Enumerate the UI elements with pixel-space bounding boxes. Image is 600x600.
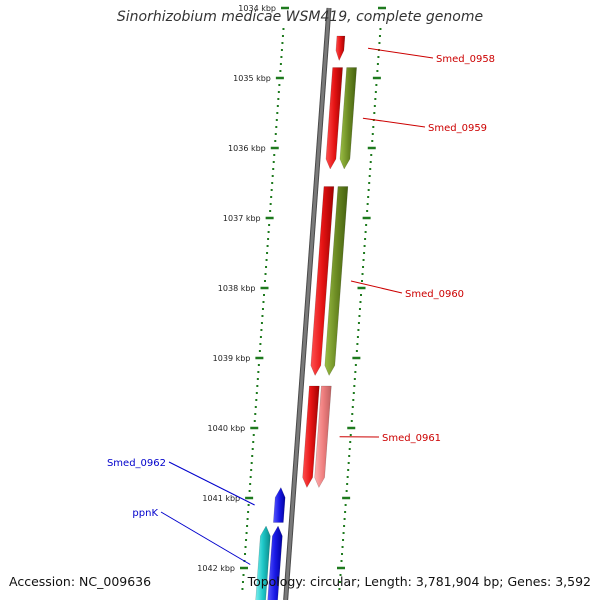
- gene-label-leader: [168, 461, 255, 506]
- length-value: 3,781,904 bp;: [415, 574, 504, 589]
- length-label: Length:: [364, 574, 412, 589]
- accession-info: Accession: NC_009636: [9, 574, 151, 589]
- genes-value: 3,592: [555, 574, 591, 589]
- gene-label: ppnK: [132, 508, 158, 519]
- gene-label-leader: [367, 47, 434, 59]
- tick-label: 1041 kbp: [202, 494, 240, 503]
- gene-label: Smed_0959: [428, 123, 487, 134]
- tick-label: 1035 kbp: [233, 74, 271, 83]
- gene-arrow: [255, 525, 271, 600]
- tick-label: 1039 kbp: [213, 354, 251, 363]
- accession-label: Accession:: [9, 574, 76, 589]
- genome-stats: Topology: circular; Length: 3,781,904 bp…: [248, 574, 591, 589]
- gene-label: Smed_0960: [405, 289, 464, 300]
- gene-arrow: [314, 385, 332, 489]
- tick-label: 1038 kbp: [218, 284, 256, 293]
- topology-value: circular;: [310, 574, 361, 589]
- gene-arrow: [335, 35, 346, 62]
- gene-label: Smed_0962: [107, 458, 166, 469]
- gene-arrow: [302, 385, 320, 489]
- gene-label: Smed_0958: [436, 54, 495, 65]
- tick-label: 1040 kbp: [208, 424, 246, 433]
- gene-arrow: [267, 525, 283, 600]
- gene-label: Smed_0961: [382, 433, 441, 444]
- gene-arrow: [273, 486, 286, 523]
- topology-label: Topology:: [247, 574, 307, 589]
- gene-label-layer: Smed_0958 Smed_0959 Smed_0960 Smed_0961 Smed…: [107, 47, 495, 565]
- tick-label: 1042 kbp: [197, 564, 235, 573]
- gene-label-leader: [350, 280, 403, 294]
- gene-label-leader: [160, 511, 251, 565]
- gene-arrow: [310, 186, 335, 377]
- accession-value: NC_009636: [79, 574, 152, 589]
- gene-arrow: [325, 67, 343, 170]
- tick-label: 1034 kbp: [238, 4, 276, 13]
- gene-arrow: [324, 186, 349, 377]
- tick-label: 1036 kbp: [228, 144, 266, 153]
- gene-arrow: [339, 67, 357, 170]
- tick-label: 1037 kbp: [223, 214, 261, 223]
- backbone-layer: [283, 7, 332, 600]
- backbone-line: [284, 7, 331, 600]
- genes-label: Genes:: [507, 574, 552, 589]
- gene-label-leader: [362, 117, 426, 128]
- tick-layer: 1034 kbp 1035 kbp 1036 kbp 1037 kbp 1038 kbp…: [197, 4, 386, 590]
- gene-layer: [255, 35, 357, 600]
- map-title: Sinorhizobium medicae WSM419, complete g…: [116, 9, 484, 25]
